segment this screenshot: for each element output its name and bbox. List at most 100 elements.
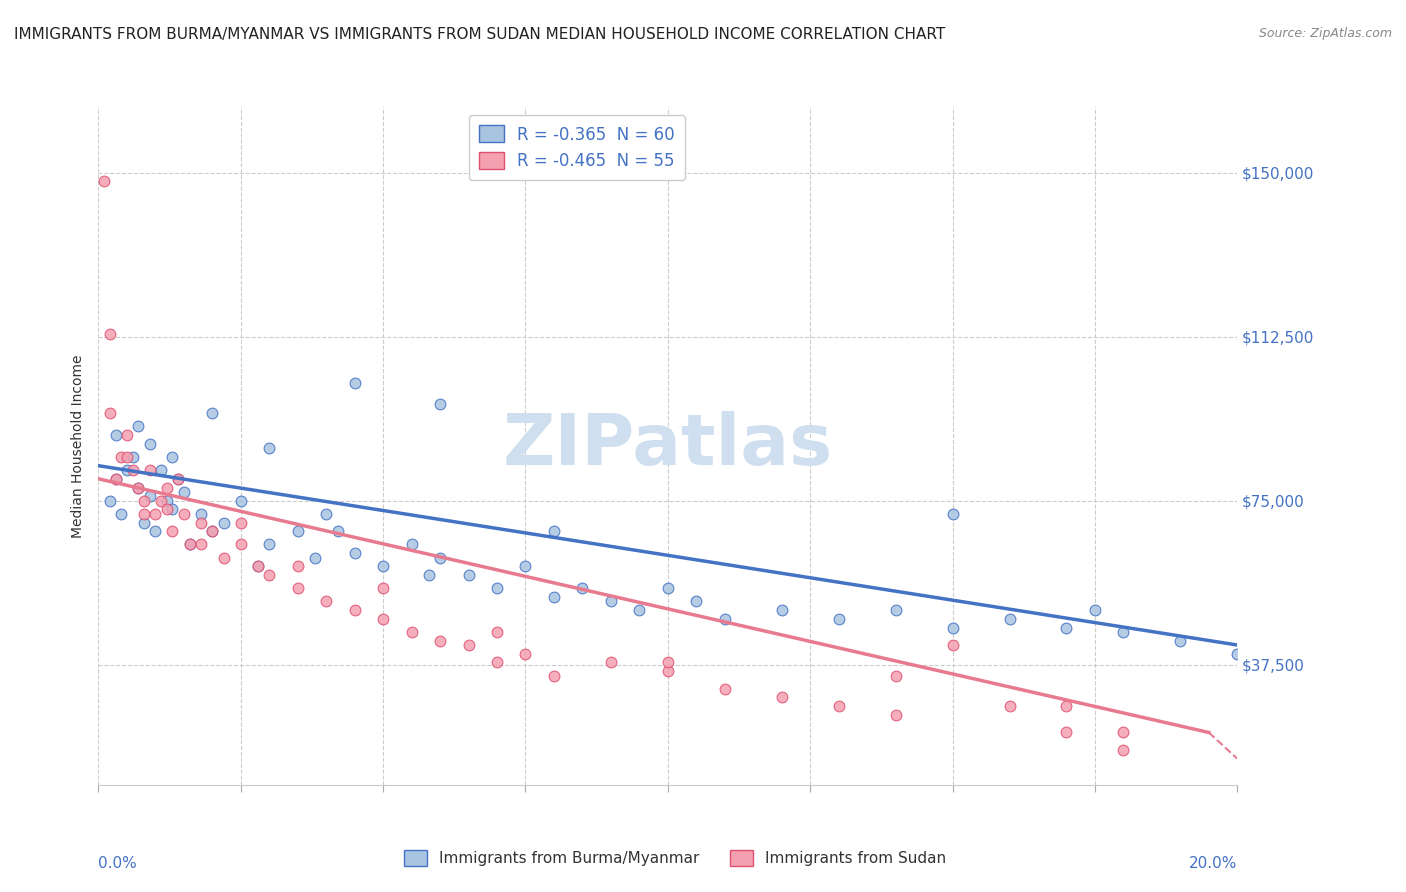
Point — [156, 481, 179, 495]
Point — [229, 516, 252, 530]
Point — [115, 463, 138, 477]
Point — [828, 699, 851, 714]
Point — [110, 507, 132, 521]
Point — [457, 638, 479, 652]
Point — [942, 507, 965, 521]
Point — [229, 537, 252, 551]
Point — [429, 550, 451, 565]
Point — [104, 472, 127, 486]
Point — [418, 568, 440, 582]
Point — [98, 406, 121, 420]
Point — [571, 581, 593, 595]
Point — [315, 507, 337, 521]
Point — [229, 493, 252, 508]
Point — [212, 516, 235, 530]
Point — [127, 419, 149, 434]
Point — [343, 546, 366, 560]
Point — [115, 450, 138, 464]
Point — [173, 484, 195, 499]
Point — [1056, 725, 1078, 739]
Point — [179, 537, 201, 551]
Point — [942, 620, 965, 634]
Point — [657, 665, 679, 679]
Point — [98, 493, 121, 508]
Y-axis label: Median Household Income: Median Household Income — [70, 354, 84, 538]
Point — [104, 472, 127, 486]
Point — [138, 463, 160, 477]
Point — [287, 524, 309, 539]
Point — [1056, 620, 1078, 634]
Point — [127, 481, 149, 495]
Point — [1056, 699, 1078, 714]
Point — [373, 612, 395, 626]
Point — [884, 668, 907, 682]
Point — [714, 681, 737, 696]
Point — [457, 568, 479, 582]
Point — [486, 624, 509, 639]
Point — [401, 624, 423, 639]
Point — [884, 708, 907, 723]
Point — [770, 603, 793, 617]
Point — [98, 327, 121, 342]
Point — [167, 472, 190, 486]
Point — [132, 516, 155, 530]
Point — [543, 590, 565, 604]
Point — [179, 537, 201, 551]
Text: IMMIGRANTS FROM BURMA/MYANMAR VS IMMIGRANTS FROM SUDAN MEDIAN HOUSEHOLD INCOME C: IMMIGRANTS FROM BURMA/MYANMAR VS IMMIGRA… — [14, 27, 945, 42]
Point — [212, 550, 235, 565]
Point — [657, 581, 679, 595]
Point — [326, 524, 349, 539]
Point — [770, 690, 793, 705]
Point — [167, 472, 190, 486]
Point — [150, 493, 173, 508]
Point — [259, 568, 281, 582]
Point — [246, 559, 269, 574]
Legend: R = -0.365  N = 60, R = -0.465  N = 55: R = -0.365 N = 60, R = -0.465 N = 55 — [468, 115, 685, 180]
Point — [884, 603, 907, 617]
Point — [401, 537, 423, 551]
Point — [287, 559, 309, 574]
Point — [138, 489, 160, 503]
Point — [1170, 633, 1192, 648]
Point — [162, 524, 184, 539]
Point — [828, 612, 851, 626]
Point — [486, 581, 509, 595]
Point — [657, 656, 679, 670]
Point — [628, 603, 651, 617]
Point — [343, 376, 366, 390]
Point — [145, 524, 167, 539]
Point — [714, 612, 737, 626]
Point — [156, 502, 179, 516]
Point — [486, 656, 509, 670]
Point — [162, 450, 184, 464]
Point — [150, 463, 173, 477]
Point — [685, 594, 707, 608]
Text: Source: ZipAtlas.com: Source: ZipAtlas.com — [1258, 27, 1392, 40]
Point — [104, 428, 127, 442]
Point — [259, 537, 281, 551]
Point — [515, 647, 537, 661]
Point — [543, 524, 565, 539]
Point — [132, 507, 155, 521]
Point — [132, 493, 155, 508]
Point — [1112, 743, 1135, 757]
Point — [201, 524, 224, 539]
Text: ZIPatlas: ZIPatlas — [503, 411, 832, 481]
Point — [190, 537, 212, 551]
Point — [246, 559, 269, 574]
Point — [343, 603, 366, 617]
Point — [429, 633, 451, 648]
Point — [145, 507, 167, 521]
Point — [1226, 647, 1249, 661]
Point — [373, 581, 395, 595]
Point — [600, 594, 623, 608]
Point — [998, 699, 1021, 714]
Point — [543, 668, 565, 682]
Text: 0.0%: 0.0% — [98, 856, 138, 871]
Point — [201, 406, 224, 420]
Legend: Immigrants from Burma/Myanmar, Immigrants from Sudan: Immigrants from Burma/Myanmar, Immigrant… — [395, 841, 955, 875]
Point — [373, 559, 395, 574]
Point — [600, 656, 623, 670]
Point — [1112, 725, 1135, 739]
Point — [515, 559, 537, 574]
